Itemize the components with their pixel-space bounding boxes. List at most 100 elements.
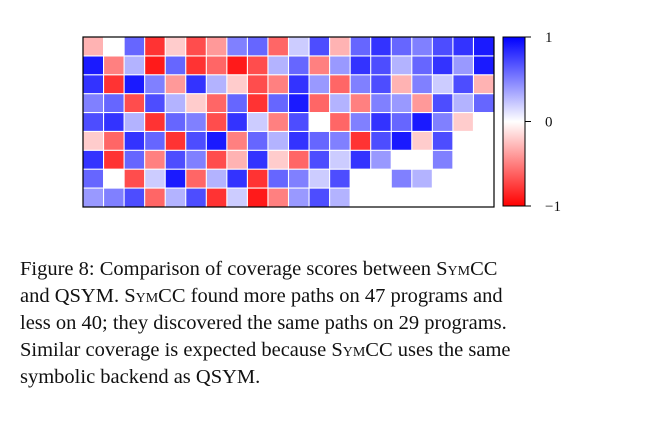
heatmap-cell xyxy=(411,188,433,208)
heatmap-cell xyxy=(103,169,125,189)
caption-text: uses the same xyxy=(392,339,511,361)
heatmap-cell xyxy=(411,93,433,113)
heatmap-cell xyxy=(329,93,351,113)
heatmap-cell xyxy=(432,112,454,132)
heatmap-cell xyxy=(103,112,125,132)
heatmap-cell xyxy=(370,131,392,151)
caption-text: symbolic backend as QSYM. xyxy=(20,366,261,388)
heatmap-cell xyxy=(473,112,495,132)
heatmap-cell xyxy=(391,150,413,170)
heatmap-cell xyxy=(185,112,207,132)
heatmap-cell xyxy=(329,37,351,57)
heatmap-cell xyxy=(185,188,207,208)
heatmap-cell xyxy=(288,112,310,132)
heatmap-cell xyxy=(473,150,495,170)
heatmap-cell xyxy=(165,93,187,113)
heatmap-cell xyxy=(452,131,474,151)
heatmap-cell xyxy=(144,150,166,170)
heatmap-cell xyxy=(350,55,372,76)
heatmap-cell xyxy=(288,93,310,113)
heatmap-cell xyxy=(309,112,330,132)
heatmap-cell xyxy=(247,93,269,113)
heatmap-cell xyxy=(473,169,495,189)
heatmap-cells xyxy=(83,37,495,208)
heatmap-cell xyxy=(411,169,433,189)
heatmap-cell xyxy=(350,131,372,151)
heatmap-cell xyxy=(165,112,187,132)
heatmap-cell xyxy=(247,150,269,170)
heatmap-cell xyxy=(329,55,351,76)
heatmap-cell xyxy=(267,150,289,170)
heatmap-cell xyxy=(452,150,474,170)
heatmap-cell xyxy=(432,131,454,151)
heatmap-cell xyxy=(83,37,104,57)
heatmap-cell xyxy=(226,74,248,95)
heatmap-cell xyxy=(124,55,146,76)
heatmap-cell xyxy=(452,93,474,113)
heatmap-cell xyxy=(473,37,495,57)
heatmap-cell xyxy=(206,112,228,132)
heatmap-cell xyxy=(247,74,269,95)
heatmap-cell xyxy=(267,169,289,189)
heatmap-cell xyxy=(267,131,289,151)
heatmap-cell xyxy=(226,55,248,76)
heatmap-cell xyxy=(288,37,310,57)
heatmap-cell xyxy=(144,93,166,113)
heatmap-cell xyxy=(124,37,146,57)
caption-text: less on 40; they discovered the same pat… xyxy=(20,312,507,334)
heatmap-cell xyxy=(329,112,351,132)
heatmap-cell xyxy=(370,93,392,113)
heatmap-cell xyxy=(206,74,228,95)
heatmap-cell xyxy=(103,37,125,57)
heatmap-cell xyxy=(411,55,433,76)
caption-text: Similar coverage is expected because xyxy=(20,339,332,361)
heatmap-cell xyxy=(165,150,187,170)
heatmap-cell xyxy=(473,93,495,113)
heatmap-cell xyxy=(124,150,146,170)
heatmap-cell xyxy=(329,74,351,95)
heatmap-cell xyxy=(370,169,392,189)
heatmap-cell xyxy=(226,188,248,208)
heatmap-cell xyxy=(124,188,146,208)
heatmap-cell xyxy=(267,37,289,57)
heatmap-cell xyxy=(288,188,310,208)
heatmap-cell xyxy=(267,188,289,208)
heatmap-cell xyxy=(165,37,187,57)
heatmap-cell xyxy=(370,37,392,57)
colorbar-ticks: 1 0 −1 xyxy=(525,30,561,215)
heatmap-cell xyxy=(267,93,289,113)
heatmap-cell xyxy=(185,55,207,76)
heatmap-cell xyxy=(206,37,228,57)
caption-text: found more paths on 47 programs and xyxy=(185,285,503,307)
heatmap-cell xyxy=(144,74,166,95)
heatmap-cell xyxy=(288,131,310,151)
heatmap-cell xyxy=(391,169,413,189)
heatmap-cell xyxy=(103,93,125,113)
heatmap-cell xyxy=(391,74,413,95)
heatmap-cell xyxy=(329,150,351,170)
heatmap-cell xyxy=(309,169,330,189)
heatmap-cell xyxy=(411,150,433,170)
heatmap-cell xyxy=(452,169,474,189)
heatmap-cell xyxy=(309,55,330,76)
heatmap-cell xyxy=(391,131,413,151)
heatmap-cell xyxy=(391,112,413,132)
heatmap-cell xyxy=(165,55,187,76)
heatmap-cell xyxy=(432,150,454,170)
heatmap-cell xyxy=(350,93,372,113)
heatmap-cell xyxy=(350,188,372,208)
heatmap-cell xyxy=(83,93,104,113)
heatmap-cell xyxy=(144,37,166,57)
heatmap-cell xyxy=(83,131,104,151)
heatmap-cell xyxy=(165,188,187,208)
caption-tool-name: SymCC xyxy=(436,258,498,280)
heatmap-cell xyxy=(452,74,474,95)
heatmap-cell xyxy=(370,112,392,132)
heatmap-cell xyxy=(432,93,454,113)
heatmap-cell xyxy=(247,131,269,151)
heatmap-cell xyxy=(83,112,104,132)
heatmap-cell xyxy=(370,74,392,95)
heatmap-cell xyxy=(83,188,104,208)
heatmap-cell xyxy=(144,188,166,208)
heatmap-cell xyxy=(103,131,125,151)
